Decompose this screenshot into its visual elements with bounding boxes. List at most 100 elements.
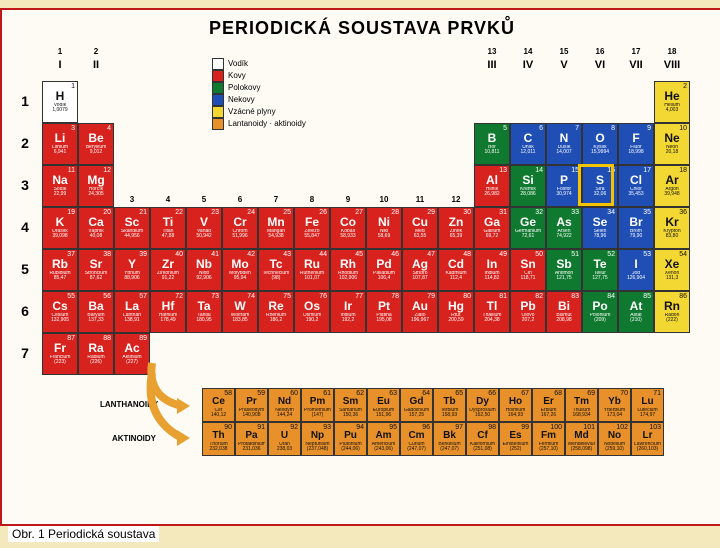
element-Am: 95AmAmericium(243,06) [367,422,400,456]
element-He: 2HeHelium4,003 [654,81,690,123]
element-Pa: 91PaProtaktinium231,036 [235,422,268,456]
element-Cs: 55CsCesium132,905 [42,291,78,333]
title: PERIODICKÁ SOUSTAVA PRVKŮ [12,18,712,39]
element-Mn: 25MnMangan54,938 [258,207,294,249]
element-Tc: 43TcTechnecium(98) [258,249,294,291]
element-Rn: 86RnRadon(222) [654,291,690,333]
element-Sc: 21ScSkandium44,956 [114,207,150,249]
group-roman-II: II [78,59,114,71]
element-V: 23VVanad50,942 [186,207,222,249]
element-Co: 27CoKobalt58,933 [330,207,366,249]
element-Kr: 36KrKrypton83,80 [654,207,690,249]
element-Eu: 63EuEuropium151,96 [367,388,400,422]
element-Ir: 77IrIridium192,2 [330,291,366,333]
element-Cu: 29CuMěď63,55 [402,207,438,249]
element-Hg: 80HgRtuť200,59 [438,291,474,333]
element-Np: 93NpNeptunium(237,048) [301,422,334,456]
element-Nd: 60NdNeodym144,24 [268,388,301,422]
element-Ge: 32GeGermanium72,61 [510,207,546,249]
element-Ra: 88RaRadium(226) [78,333,114,375]
element-Sm: 62SmSamarium150,36 [334,388,367,422]
element-Se: 34SeSelen78,96 [582,207,618,249]
element-K: 19KDraslík39,098 [42,207,78,249]
group-15: 15 [546,47,582,56]
group-roman-IV: IV [510,59,546,71]
element-I: 53IJod126,904 [618,249,654,291]
group-14: 14 [510,47,546,56]
element-Ne: 10NeNeon20,18 [654,123,690,165]
period-4: 4 [16,219,34,235]
element-Li: 3LiLithium6,941 [42,123,78,165]
element-Te: 52TeTellur127,75 [582,249,618,291]
element-Mg: 12MgHořčík24,305 [78,165,114,207]
period-1: 1 [16,93,34,109]
element-Y: 39YYttrium88,906 [114,249,150,291]
element-Pd: 46PdPalladium106,4 [366,249,402,291]
element-Rb: 37RbRubidium85,47 [42,249,78,291]
element-Cr: 24CrChrom51,996 [222,207,258,249]
element-Tl: 81TlThallium204,38 [474,291,510,333]
element-Cd: 48CdKadmium112,4 [438,249,474,291]
element-Si: 14SiKřemík28,086 [510,165,546,207]
period-7: 7 [16,345,34,361]
element-Al: 13AlHliník26,982 [474,165,510,207]
highlight-box [578,164,614,206]
element-F: 9FFluor18,998 [618,123,654,165]
element-O: 8OKyslík15,9994 [582,123,618,165]
element-C: 6CUhlík12,011 [510,123,546,165]
group-5: 5 [186,195,222,204]
element-Pt: 78PtPlatina195,08 [366,291,402,333]
element-Cl: 17ClChlor35,453 [618,165,654,207]
element-Bi: 83BiBismut208,98 [546,291,582,333]
element-As: 33AsArsen74,922 [546,207,582,249]
element-B: 5BBór10,811 [474,123,510,165]
group-roman-III: III [474,59,510,71]
element-At: 85AtAstat(210) [618,291,654,333]
period-5: 5 [16,261,34,277]
element-Fe: 26FeŽelezo55,847 [294,207,330,249]
element-Ru: 44RuRuthenium101,07 [294,249,330,291]
element-Cm: 96CmCurium(247,07) [400,422,433,456]
element-Ga: 31GaGallium69,72 [474,207,510,249]
element-U: 92UUran238,03 [268,422,301,456]
element-Tm: 69TmThulium168,934 [565,388,598,422]
element-Bk: 97BkBerkelium(247,07) [433,422,466,456]
element-Ti: 22TiTitan47,88 [150,207,186,249]
element-Ag: 47AgStříbro107,87 [402,249,438,291]
group-12: 12 [438,195,474,204]
element-Po: 84PoPolonium(209) [582,291,618,333]
element-Ta: 73TaTantal180,95 [186,291,222,333]
group-16: 16 [582,47,618,56]
element-P: 15PFosfor30,974 [546,165,582,207]
element-Br: 35BrBrom79,90 [618,207,654,249]
element-Sn: 50SnCín118,71 [510,249,546,291]
element-In: 49InIndium114,82 [474,249,510,291]
element-Xe: 54XeXenon131,3 [654,249,690,291]
element-Gd: 64GdGadolinium157,25 [400,388,433,422]
group-13: 13 [474,47,510,56]
element-Zr: 40ZrZirkonium91,22 [150,249,186,291]
element-La: 57LaLanthan138,91 [114,291,150,333]
element-Fr: 87FrFrancium(223) [42,333,78,375]
element-Ca: 20CaVápník40,08 [78,207,114,249]
element-Ni: 28NiNikl58,69 [366,207,402,249]
element-Cf: 98CfKalifornium(251,08) [466,422,499,456]
group-roman-VIII: VIII [654,59,690,71]
period-2: 2 [16,135,34,151]
group-1: 1 [42,47,78,56]
element-Pu: 94PuPlutonium(244,06) [334,422,367,456]
group-roman-VII: VII [618,59,654,71]
group-8: 8 [294,195,330,204]
element-Hf: 72HfHafnium178,49 [150,291,186,333]
element-Ho: 67HoHolmium164,93 [499,388,532,422]
group-6: 6 [222,195,258,204]
group-9: 9 [330,195,366,204]
group-11: 11 [402,195,438,204]
group-roman-I: I [42,59,78,71]
arrow-icon [142,358,202,448]
element-No: 102NoNobelium(259,10) [598,422,631,456]
group-18: 18 [654,47,690,56]
group-3: 3 [114,195,150,204]
element-Pr: 59PrPraseodym140,908 [235,388,268,422]
element-Be: 4BeBeryllium9,012 [78,123,114,165]
